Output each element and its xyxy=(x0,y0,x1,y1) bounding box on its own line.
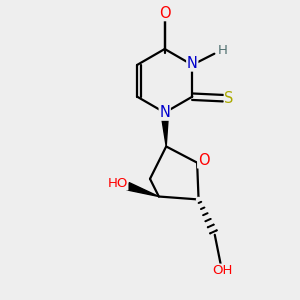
Text: H: H xyxy=(218,44,227,57)
Polygon shape xyxy=(161,112,169,146)
Text: N: N xyxy=(159,105,170,120)
Text: HO: HO xyxy=(107,177,128,190)
Text: O: O xyxy=(198,153,209,168)
Text: OH: OH xyxy=(212,264,232,277)
Text: N: N xyxy=(187,56,198,71)
Text: O: O xyxy=(159,6,170,21)
Text: S: S xyxy=(224,91,234,106)
Polygon shape xyxy=(127,183,159,196)
